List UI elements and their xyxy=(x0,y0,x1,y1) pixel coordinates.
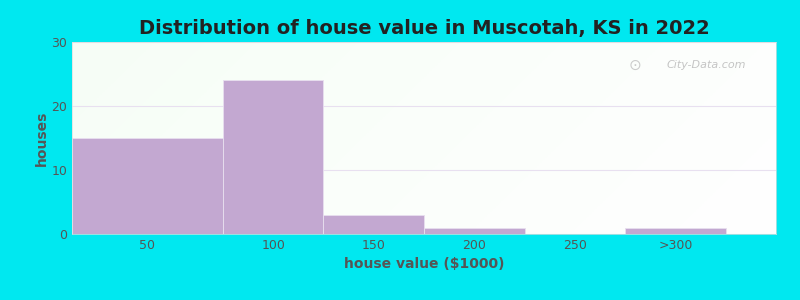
Bar xyxy=(223,80,323,234)
Bar xyxy=(424,228,525,234)
Bar xyxy=(625,228,726,234)
Bar xyxy=(323,215,424,234)
Bar xyxy=(72,138,223,234)
Text: ⊙: ⊙ xyxy=(629,58,642,73)
X-axis label: house value ($1000): house value ($1000) xyxy=(344,257,504,272)
Y-axis label: houses: houses xyxy=(34,110,49,166)
Text: City-Data.com: City-Data.com xyxy=(667,60,746,70)
Title: Distribution of house value in Muscotah, KS in 2022: Distribution of house value in Muscotah,… xyxy=(138,19,710,38)
